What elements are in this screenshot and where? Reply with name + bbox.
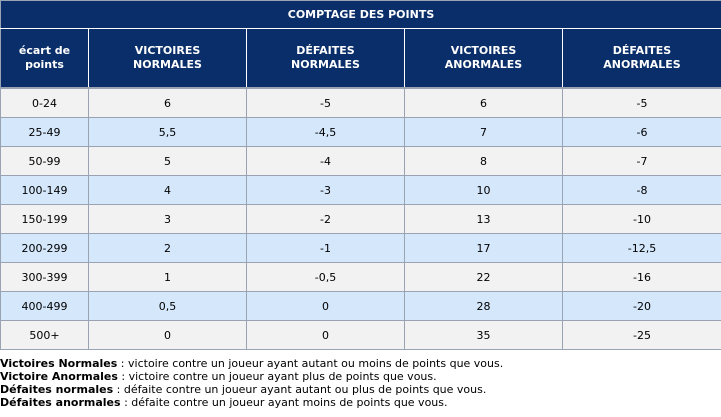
cell-victoires-normales: 6 bbox=[88, 87, 247, 118]
legend-separator: : bbox=[117, 370, 129, 383]
cell-victoires-anormales: 17 bbox=[404, 233, 563, 263]
legend-separator: : bbox=[117, 357, 129, 370]
table-row: 100-149 4 -3 10 -8 bbox=[0, 175, 721, 205]
cell-ecart: 500+ bbox=[0, 320, 89, 350]
table-row: 500+ 0 0 35 -25 bbox=[0, 320, 721, 350]
cell-defaites-anormales: -12,5 bbox=[561, 233, 721, 263]
cell-victoires-anormales: 10 bbox=[404, 175, 563, 205]
table-row: 400-499 0,5 0 28 -20 bbox=[0, 291, 721, 321]
cell-victoires-anormales: 7 bbox=[404, 117, 563, 147]
legend-term: Victoire Anormales bbox=[0, 370, 118, 383]
table-row: 300-399 1 -0,5 22 -16 bbox=[0, 262, 721, 292]
cell-defaites-normales: 0 bbox=[246, 291, 405, 321]
cell-ecart: 100-149 bbox=[0, 175, 89, 205]
points-table: COMPTAGE DES POINTS écart de points VICT… bbox=[0, 0, 721, 350]
cell-defaites-normales: -4,5 bbox=[246, 117, 405, 147]
header-row: écart de points VICTOIRES NORMALES DÉFAI… bbox=[0, 28, 721, 89]
header-line: écart de bbox=[18, 44, 71, 57]
cell-victoires-normales: 4 bbox=[88, 175, 247, 205]
cell-defaites-normales: -3 bbox=[246, 175, 405, 205]
cell-defaites-anormales: -8 bbox=[561, 175, 721, 205]
table-row: 50-99 5 -4 8 -7 bbox=[0, 146, 721, 176]
cell-defaites-normales: -0,5 bbox=[246, 262, 405, 292]
header-defaites-anormales: DÉFAITES ANORMALES bbox=[561, 28, 721, 89]
legend: Victoires Normales : victoire contre un … bbox=[0, 357, 721, 409]
legend-description: défaite contre un joueur ayant autant ou… bbox=[123, 383, 487, 396]
cell-victoires-anormales: 8 bbox=[404, 146, 563, 176]
cell-ecart: 200-299 bbox=[0, 233, 89, 263]
cell-victoires-normales: 1 bbox=[88, 262, 247, 292]
legend-description: défaite contre un joueur ayant moins de … bbox=[131, 396, 448, 409]
legend-description: victoire contre un joueur ayant plus de … bbox=[128, 370, 437, 383]
header-line: NORMALES bbox=[291, 58, 360, 71]
legend-line: Victoire Anormales : victoire contre un … bbox=[0, 370, 721, 383]
cell-ecart: 400-499 bbox=[0, 291, 89, 321]
cell-victoires-normales: 0 bbox=[88, 320, 247, 350]
header-defaites-normales: DÉFAITES NORMALES bbox=[246, 28, 405, 89]
cell-ecart: 50-99 bbox=[0, 146, 89, 176]
cell-victoires-anormales: 35 bbox=[404, 320, 563, 350]
legend-line: Victoires Normales : victoire contre un … bbox=[0, 357, 721, 370]
cell-defaites-normales: -1 bbox=[246, 233, 405, 263]
cell-defaites-normales: -5 bbox=[246, 87, 405, 118]
cell-defaites-anormales: -16 bbox=[561, 262, 721, 292]
legend-description: victoire contre un joueur ayant autant o… bbox=[128, 357, 504, 370]
cell-victoires-normales: 5,5 bbox=[88, 117, 247, 147]
cell-defaites-normales: -2 bbox=[246, 204, 405, 234]
table-row: 0-24 6 -5 6 -5 bbox=[0, 87, 721, 118]
cell-victoires-normales: 3 bbox=[88, 204, 247, 234]
legend-term: Défaites normales bbox=[0, 383, 114, 396]
table-row: 200-299 2 -1 17 -12,5 bbox=[0, 233, 721, 263]
cell-ecart: 0-24 bbox=[0, 87, 89, 118]
header-line: NORMALES bbox=[133, 58, 202, 71]
legend-separator: : bbox=[120, 396, 132, 409]
header-ecart: écart de points bbox=[0, 28, 89, 89]
cell-ecart: 25-49 bbox=[0, 117, 89, 147]
cell-defaites-anormales: -5 bbox=[561, 87, 721, 118]
legend-separator: : bbox=[113, 383, 124, 396]
legend-term: Victoires Normales bbox=[0, 357, 118, 370]
legend-line: Défaites anormales : défaite contre un j… bbox=[0, 396, 721, 409]
cell-victoires-normales: 5 bbox=[88, 146, 247, 176]
header-victoires-normales: VICTOIRES NORMALES bbox=[88, 28, 247, 89]
header-line: DÉFAITES bbox=[612, 44, 672, 57]
header-line: ANORMALES bbox=[444, 58, 523, 71]
table-title: COMPTAGE DES POINTS bbox=[0, 0, 721, 29]
table-row: 150-199 3 -2 13 -10 bbox=[0, 204, 721, 234]
header-line: VICTOIRES bbox=[450, 44, 517, 57]
legend-line: Défaites normales : défaite contre un jo… bbox=[0, 383, 721, 396]
cell-ecart: 300-399 bbox=[0, 262, 89, 292]
cell-victoires-normales: 2 bbox=[88, 233, 247, 263]
cell-victoires-anormales: 22 bbox=[404, 262, 563, 292]
header-line: ANORMALES bbox=[603, 58, 681, 71]
cell-defaites-anormales: -20 bbox=[561, 291, 721, 321]
table-row: 25-49 5,5 -4,5 7 -6 bbox=[0, 117, 721, 147]
cell-defaites-anormales: -6 bbox=[561, 117, 721, 147]
header-line: DÉFAITES bbox=[296, 44, 355, 57]
header-line: VICTOIRES bbox=[134, 44, 201, 57]
cell-defaites-anormales: -10 bbox=[561, 204, 721, 234]
legend-term: Défaites anormales bbox=[0, 396, 121, 409]
cell-defaites-anormales: -25 bbox=[561, 320, 721, 350]
header-line: points bbox=[25, 58, 64, 71]
cell-defaites-normales: 0 bbox=[246, 320, 405, 350]
cell-victoires-normales: 0,5 bbox=[88, 291, 247, 321]
cell-victoires-anormales: 6 bbox=[404, 87, 563, 118]
cell-defaites-anormales: -7 bbox=[561, 146, 721, 176]
cell-victoires-anormales: 28 bbox=[404, 291, 563, 321]
header-victoires-anormales: VICTOIRES ANORMALES bbox=[404, 28, 563, 89]
cell-defaites-normales: -4 bbox=[246, 146, 405, 176]
cell-ecart: 150-199 bbox=[0, 204, 89, 234]
cell-victoires-anormales: 13 bbox=[404, 204, 563, 234]
